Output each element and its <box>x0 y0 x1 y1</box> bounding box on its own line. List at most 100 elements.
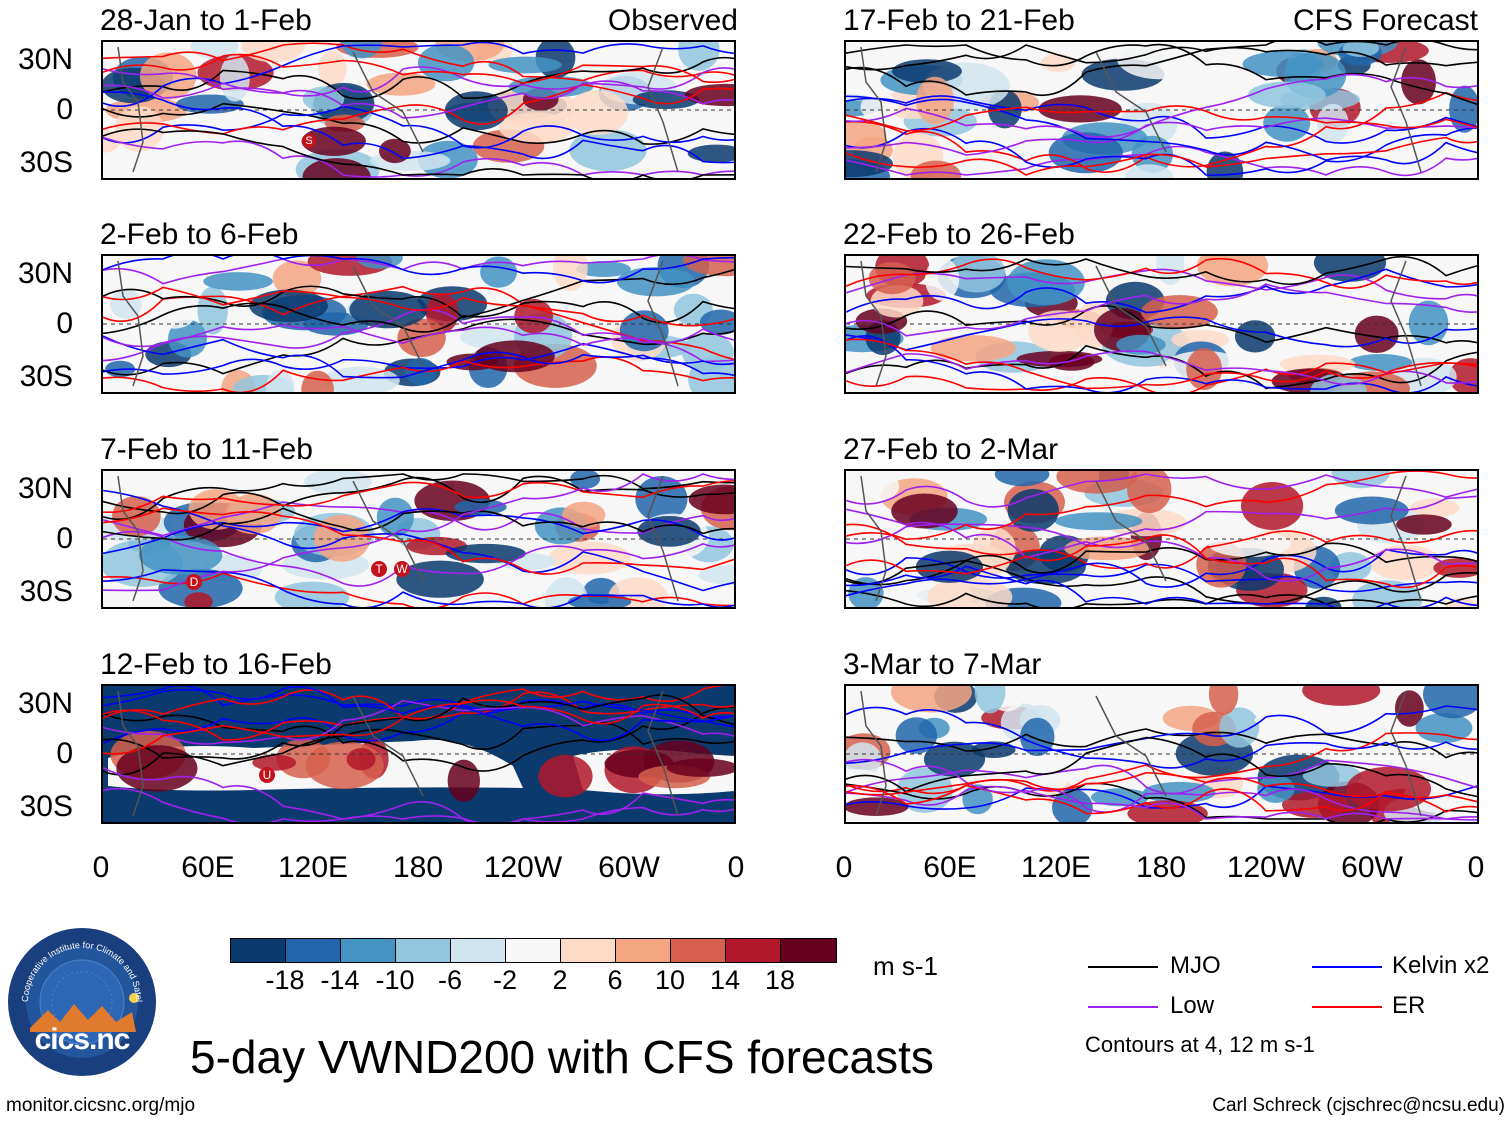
storm-marker: T <box>371 561 387 577</box>
anomaly-blob <box>301 370 334 392</box>
anomaly-blob <box>379 138 411 164</box>
anomaly-blob <box>1354 315 1399 353</box>
lat-label: 0 <box>56 307 73 340</box>
colorbar-tick: 14 <box>709 965 741 995</box>
anomaly-blob <box>994 471 1050 487</box>
panel-title-6: 22-Feb to 26-Feb <box>843 218 1075 251</box>
coastline <box>117 690 679 817</box>
storm-marker: W <box>394 561 410 577</box>
figure-title: 5-day VWND200 with CFS forecasts <box>190 1031 934 1083</box>
contour-line <box>846 495 1477 546</box>
contour-line <box>103 686 726 721</box>
contour-line <box>103 105 734 164</box>
vwnd-map <box>846 42 1477 178</box>
legend-label-mjo: MJO <box>1170 952 1221 979</box>
contour-line <box>846 706 1477 769</box>
colorbar-swatch <box>561 939 616 962</box>
contour-line <box>103 787 734 822</box>
lon-label: 0 <box>1467 851 1485 884</box>
anomaly-blob <box>974 686 1006 714</box>
colorbar-tick: 6 <box>607 965 623 995</box>
anomaly-blob <box>927 577 1013 607</box>
colorbar-swatch <box>726 939 781 962</box>
anomaly-blob <box>1254 711 1336 729</box>
contour-line <box>103 356 734 392</box>
contour-line <box>103 42 734 107</box>
anomaly-blob <box>1263 104 1311 142</box>
anomaly-blob <box>1127 471 1172 513</box>
anomaly-blob <box>397 318 446 358</box>
source-url[interactable]: monitor.cicsnc.org/mjo <box>6 1095 196 1116</box>
anomaly-blob <box>158 568 243 607</box>
map-panel-6 <box>844 254 1479 394</box>
contour-line <box>846 542 1477 585</box>
anomaly-blob <box>346 748 376 771</box>
anomaly-blob <box>1007 489 1059 532</box>
colorbar-tick: 2 <box>552 965 568 995</box>
contour-line <box>103 507 734 541</box>
panel-title-3: 7-Feb to 11-Feb <box>100 433 313 466</box>
contour-line <box>846 560 1477 605</box>
anomaly-blob <box>252 754 297 771</box>
contour-line <box>103 300 734 335</box>
cfs-forecast-label: CFS Forecast <box>1292 4 1478 37</box>
anomaly-blob <box>1415 713 1473 743</box>
contour-line <box>103 766 734 822</box>
anomaly-blob <box>488 56 562 74</box>
lon-label: 120E <box>277 851 349 884</box>
legend-line-er <box>1312 1006 1382 1008</box>
storm-marker: D <box>186 574 202 590</box>
contour-line <box>846 91 1477 173</box>
anomaly-blob <box>566 90 629 135</box>
contour-line <box>846 785 1477 821</box>
contour-line <box>846 471 1477 541</box>
lat-label: 0 <box>56 737 73 770</box>
vwnd-map <box>103 42 734 178</box>
contour-line <box>846 784 1477 815</box>
cics-logo[interactable]: Cooperative Institute for Climate and Sa… <box>5 920 156 1076</box>
anomaly-blob <box>1052 789 1093 822</box>
anomaly-blob <box>688 484 734 515</box>
lat-label: 30S <box>19 146 73 179</box>
contour-line <box>846 589 1477 607</box>
anomaly-blob <box>1028 310 1091 352</box>
vwnd-map <box>846 686 1477 822</box>
anomaly-blob <box>538 755 593 798</box>
anomaly-blob <box>1248 81 1326 109</box>
anomaly-blob <box>454 499 507 515</box>
colorbar-swatch <box>396 939 451 962</box>
anomaly-blob <box>302 158 371 178</box>
anomaly-blob <box>1346 766 1432 812</box>
contour-line <box>846 73 1477 138</box>
legend-line-kelvin <box>1312 966 1382 968</box>
lat-label: 0 <box>56 93 73 126</box>
anomaly-blob <box>698 565 734 585</box>
lat-label: 0 <box>56 522 73 555</box>
observed-label: Observed <box>607 4 738 37</box>
anomaly-blob <box>301 126 366 156</box>
colorbar-swatch <box>671 939 726 962</box>
contour-line <box>846 771 1477 813</box>
lon-label: 0 <box>727 851 745 884</box>
anomaly-blob <box>895 717 938 754</box>
contour-line <box>846 759 1477 820</box>
map-panel-1 <box>101 40 736 180</box>
anomaly-blob <box>1396 514 1452 535</box>
colorbar-swatch <box>616 939 671 962</box>
anomaly-blob <box>1279 354 1356 374</box>
anomaly-blob <box>304 471 372 495</box>
lon-label: 60W <box>1341 851 1403 884</box>
contour-line <box>103 530 734 587</box>
contour-line <box>846 705 1477 764</box>
contour-line <box>103 256 734 284</box>
storm-marker: U <box>259 767 275 783</box>
map-panel-3 <box>101 469 736 609</box>
anomaly-blob <box>570 471 601 489</box>
contour-line <box>103 308 734 363</box>
anomaly-blob <box>321 366 400 392</box>
contour-line <box>846 305 1477 344</box>
storm-marker: S <box>302 134 316 148</box>
legend-line-mjo <box>1088 966 1158 968</box>
colorbar-tick: -10 <box>375 965 415 995</box>
anomaly-blob <box>168 319 207 358</box>
